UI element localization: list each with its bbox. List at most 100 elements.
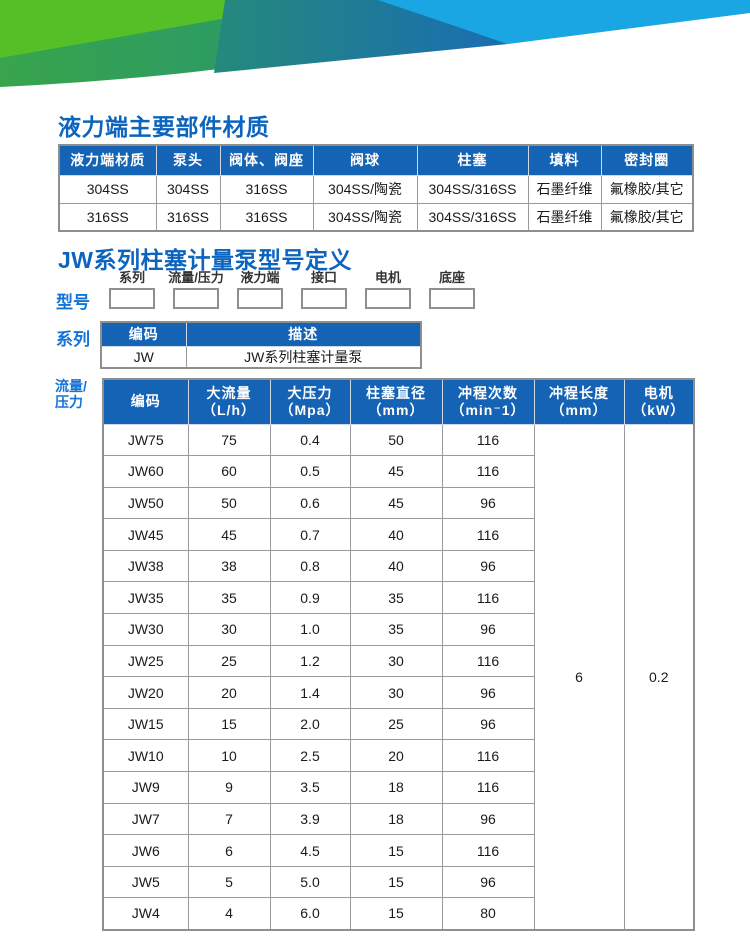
- table-cell: 50: [349, 423, 443, 457]
- model-field-group: 电机: [356, 270, 420, 309]
- model-field-box: [109, 288, 155, 309]
- model-field-group: 流量/压力: [164, 270, 228, 309]
- model-field-box: [429, 288, 475, 309]
- table-row: JW5 5 5.0 15 96: [102, 865, 694, 899]
- table-cell: 60: [187, 455, 271, 488]
- table-row: 304SS 304SS 316SS 304SS/陶瓷 304SS/316SS 石墨纤维 氟橡…: [58, 174, 694, 204]
- model-field-label: 电机: [374, 270, 401, 285]
- table-cell: 10: [187, 739, 271, 773]
- table-cell: 304SS: [155, 174, 221, 204]
- table-cell: 0.7: [269, 518, 351, 551]
- table-cell: 304SS/316SS: [416, 202, 529, 232]
- column-header: 柱塞: [416, 144, 529, 176]
- table-row: JW38 38 0.8 40 96: [102, 549, 694, 583]
- model-field-box: [301, 288, 347, 309]
- table-cell: 116: [441, 834, 535, 867]
- table-cell: 50: [187, 486, 271, 520]
- table-cell: 4: [187, 897, 271, 930]
- table-row: JW60 60 0.5 45 116: [102, 455, 694, 488]
- table-cell: 30: [349, 676, 443, 709]
- merged-table-cell: 6: [533, 423, 625, 930]
- series-table-label: 系列: [56, 330, 90, 349]
- column-header: 填料: [527, 144, 602, 176]
- table-cell: 3.9: [269, 802, 351, 836]
- column-header: 冲程长度 （mm）: [533, 378, 625, 425]
- table-cell: 304SS/316SS: [416, 174, 529, 204]
- table-cell: JW9: [102, 771, 189, 804]
- column-header: 阀球: [312, 144, 418, 176]
- table-cell: 304SS: [58, 174, 157, 204]
- table-cell: 5: [187, 865, 271, 899]
- table-cell: 96: [441, 549, 535, 583]
- table-row: JW35 35 0.9 35 116: [102, 581, 694, 615]
- table-cell: 20: [187, 676, 271, 709]
- model-field-label: 系列: [118, 270, 145, 285]
- table-cell: 0.5: [269, 455, 351, 488]
- table-cell: 96: [441, 486, 535, 520]
- table-cell: JW4: [102, 897, 189, 930]
- model-field-label: 液力端: [240, 270, 280, 285]
- table-row: JW15 15 2.0 25 96: [102, 707, 694, 741]
- table-cell: 316SS: [219, 202, 314, 232]
- table-cell: JW60: [102, 455, 189, 488]
- flow-pressure-table: 编码 大流量 （L/h） 大压力 （Mpa） 柱塞直径 （mm） 冲程次数 （min⁻1…: [102, 378, 695, 931]
- materials-table-body: 304SS 304SS 316SS 304SS/陶瓷 304SS/316SS 石墨纤维 氟橡…: [58, 174, 694, 232]
- materials-section-title: 液力端主要部件材质: [58, 114, 270, 140]
- model-section-title: JW系列柱塞计量泵型号定义: [58, 247, 352, 273]
- model-row-label: 型号: [56, 293, 90, 312]
- table-cell: 304SS/陶瓷: [312, 174, 418, 204]
- table-cell: 1.2: [269, 644, 351, 678]
- model-definition-fields: 系列 流量/压力 液力端 接口 电机 底座: [100, 270, 484, 309]
- merged-table-cell: 0.2: [623, 423, 695, 930]
- table-cell: 20: [349, 739, 443, 773]
- column-header: 编码: [102, 378, 189, 425]
- table-row: JW9 9 3.5 18 116: [102, 771, 694, 804]
- table-cell: 5.0: [269, 865, 351, 899]
- table-cell: 25: [349, 707, 443, 741]
- table-cell: 30: [349, 644, 443, 678]
- column-header: 冲程次数 （min⁻1）: [441, 378, 535, 425]
- table-cell: 316SS: [155, 202, 221, 232]
- column-header: 阀体、阀座: [219, 144, 314, 176]
- table-row: JW6 6 4.5 15 116: [102, 834, 694, 867]
- table-row: JW30 30 1.0 35 96: [102, 613, 694, 646]
- table-cell: 7: [187, 802, 271, 836]
- table-cell: 25: [187, 644, 271, 678]
- model-field-box: [365, 288, 411, 309]
- table-cell: 18: [349, 802, 443, 836]
- table-cell: 96: [441, 613, 535, 646]
- table-cell: 35: [187, 581, 271, 615]
- table-cell: JW系列柱塞计量泵: [185, 345, 422, 369]
- column-header: 柱塞直径 （mm）: [349, 378, 443, 425]
- column-header: 电机 （kW）: [623, 378, 695, 425]
- table-cell: JW50: [102, 486, 189, 520]
- table-cell: 316SS: [219, 174, 314, 204]
- table-row: JW75 75 0.4 50 116 6 0.2: [102, 423, 695, 930]
- table-cell: 96: [441, 676, 535, 709]
- table-cell: 石墨纤维: [527, 174, 602, 204]
- table-cell: 116: [441, 423, 535, 457]
- table-cell: JW6: [102, 834, 189, 867]
- table-cell: 0.6: [269, 486, 351, 520]
- table-cell: JW25: [102, 644, 189, 678]
- table-row: JW JW系列柱塞计量泵: [100, 345, 422, 369]
- model-field-box: [237, 288, 283, 309]
- flow-table-body: JW75 75 0.4 50 116 6 0.2 JW60 60 0.5 45 116 JW50 50 0.…: [102, 423, 695, 930]
- table-cell: 6.0: [269, 897, 351, 930]
- model-field-box: [173, 288, 219, 309]
- table-row: JW10 10 2.5 20 116: [102, 739, 694, 773]
- table-cell: 116: [441, 739, 535, 773]
- table-cell: JW7: [102, 802, 189, 836]
- model-field-group: 液力端: [228, 270, 292, 309]
- model-field-group: 系列: [100, 270, 164, 309]
- table-cell: JW75: [102, 423, 189, 457]
- table-cell: 316SS: [58, 202, 157, 232]
- table-cell: JW30: [102, 613, 189, 646]
- table-cell: 40: [349, 518, 443, 551]
- table-cell: 氟橡胶/其它: [600, 202, 694, 232]
- table-cell: 45: [349, 455, 443, 488]
- table-cell: JW15: [102, 707, 189, 741]
- table-cell: 45: [187, 518, 271, 551]
- table-cell: 18: [349, 771, 443, 804]
